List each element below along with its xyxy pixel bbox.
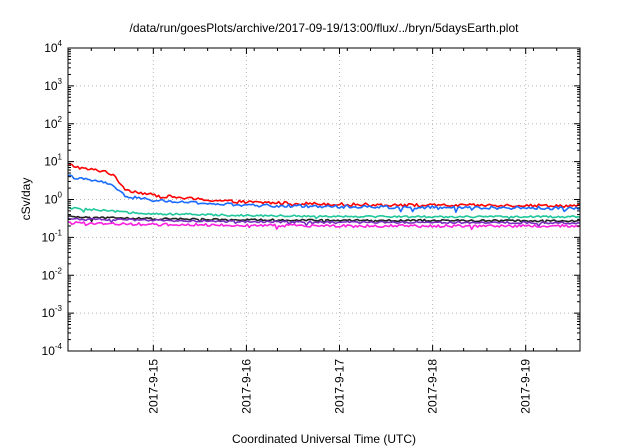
y-tick-label: 10-1	[42, 228, 63, 244]
series-line-6	[67, 221, 581, 231]
y-tick-label: 102	[44, 115, 62, 131]
x-tick-label: 2017-9-17	[333, 359, 347, 414]
series-line-3	[67, 206, 581, 220]
series-line-5	[67, 217, 581, 227]
x-tick-label: 2017-9-19	[519, 359, 533, 414]
y-tick-label: 10-2	[42, 266, 63, 282]
y-tick-label: 103	[44, 77, 62, 93]
y-tick-label: 100	[44, 191, 62, 207]
grid-layer	[68, 48, 580, 351]
series-line-2	[67, 174, 581, 213]
x-axis-label: Coordinated Universal Time (UTC)	[232, 432, 416, 446]
series-layer	[67, 162, 581, 231]
y-tick-label: 104	[44, 39, 62, 55]
x-tick-label: 2017-9-16	[239, 359, 253, 414]
y-axis-label: cSv/day	[19, 178, 33, 221]
x-tick-label: 2017-9-15	[146, 359, 160, 414]
chart-title: /data/run/goesPlots/archive/2017-09-19/1…	[130, 21, 520, 35]
series-line-1	[67, 162, 581, 208]
tick-layer: 10-4 10-3 10-2 10-1 100 101 102 103 104 2017-9-15…	[42, 39, 581, 414]
y-tick-label: 10-4	[42, 342, 63, 358]
x-tick-label: 2017-9-18	[426, 359, 440, 414]
y-tick-label: 10-3	[42, 304, 63, 320]
y-tick-label: 101	[44, 153, 62, 169]
